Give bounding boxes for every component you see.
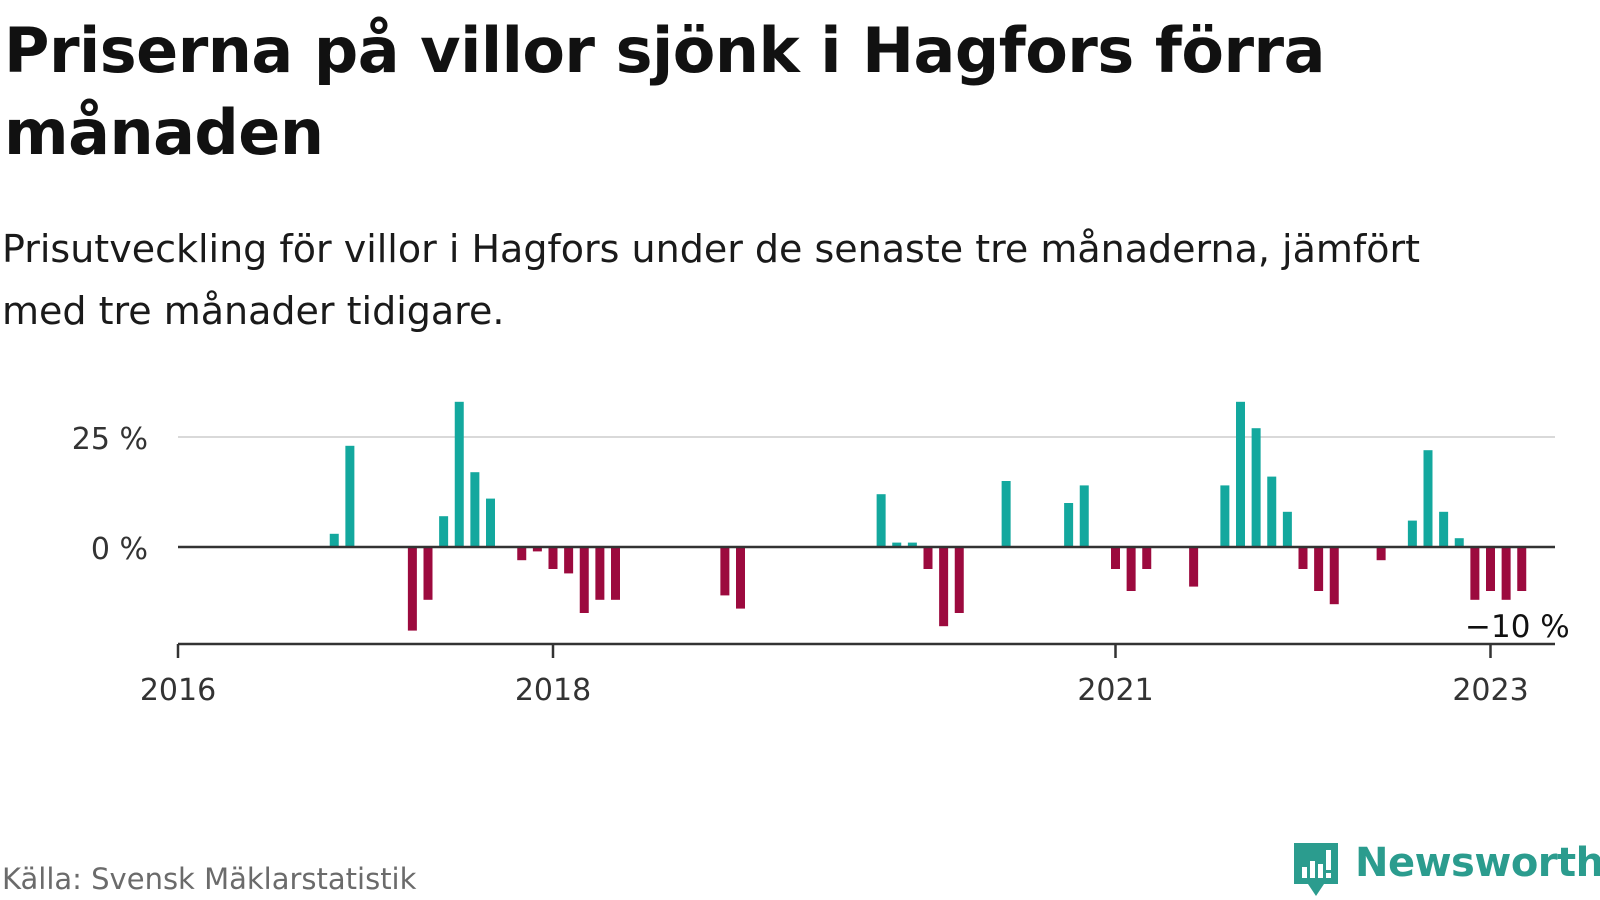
- bar: [595, 547, 605, 600]
- bar: [954, 547, 964, 613]
- newsworthy-logo-icon: [1294, 843, 1338, 896]
- bar: [939, 547, 949, 627]
- bar: [720, 547, 730, 596]
- bar: [736, 547, 745, 609]
- bar: [407, 547, 417, 631]
- bar: [1439, 511, 1449, 547]
- bar: [564, 547, 574, 574]
- bar: [1298, 547, 1308, 569]
- bar: [611, 547, 620, 600]
- bar: [923, 547, 933, 569]
- bar: [345, 445, 355, 547]
- bar: [1142, 547, 1152, 569]
- bar: [470, 472, 480, 547]
- bar: [486, 498, 495, 547]
- x-tick-label: 2021: [1077, 673, 1153, 708]
- bar: [532, 547, 542, 552]
- x-tick-label: 2018: [515, 673, 591, 708]
- bar: [1126, 547, 1136, 591]
- bar: [1501, 547, 1511, 600]
- y-tick-label: 25 %: [72, 422, 148, 457]
- bar: [1486, 547, 1495, 591]
- x-tick-label: 2023: [1452, 673, 1528, 708]
- bar: [1282, 511, 1292, 547]
- bar: [1329, 547, 1339, 605]
- end-value-label: −10 %: [1465, 609, 1570, 645]
- y-tick-label: 0 %: [91, 532, 148, 567]
- bar: [1189, 547, 1199, 587]
- bar: [548, 547, 558, 569]
- bar: [1267, 476, 1277, 547]
- bar: [1111, 547, 1120, 569]
- bar: [1001, 481, 1011, 547]
- bar: [1407, 520, 1417, 547]
- bar: [1251, 428, 1261, 547]
- bar: [423, 547, 433, 600]
- chart-subtitle: Prisutveckling för villor i Hagfors unde…: [2, 227, 1421, 333]
- bar: [329, 533, 339, 547]
- bar: [579, 547, 589, 613]
- bar: [1236, 401, 1245, 547]
- bar: [1079, 485, 1089, 547]
- bar: [1423, 450, 1433, 547]
- bar: [907, 542, 917, 547]
- bar: [1314, 547, 1324, 591]
- bar: [1517, 547, 1527, 591]
- bar-chart: 0 % 25 % 2016 2018 2021 2023 −10 %: [72, 401, 1570, 708]
- bar: [876, 494, 886, 547]
- x-tick-label: 2016: [140, 673, 216, 708]
- bar: [1454, 538, 1464, 547]
- newsworthy-logo: Newsworthy: [1291, 840, 1600, 900]
- bar: [1220, 485, 1230, 547]
- source-note: Källa: Svensk Mäklarstatistik: [2, 862, 417, 896]
- chart-title: Priserna på villor sjönk i Hagfors förra…: [4, 14, 1325, 169]
- bar: [517, 547, 527, 561]
- bar: [454, 401, 464, 547]
- brand-name: Newsworthy: [1355, 840, 1600, 886]
- bar: [1470, 547, 1480, 600]
- bar: [1376, 547, 1386, 561]
- bar: [892, 542, 902, 547]
- bar: [439, 516, 449, 547]
- bar: [1064, 503, 1074, 547]
